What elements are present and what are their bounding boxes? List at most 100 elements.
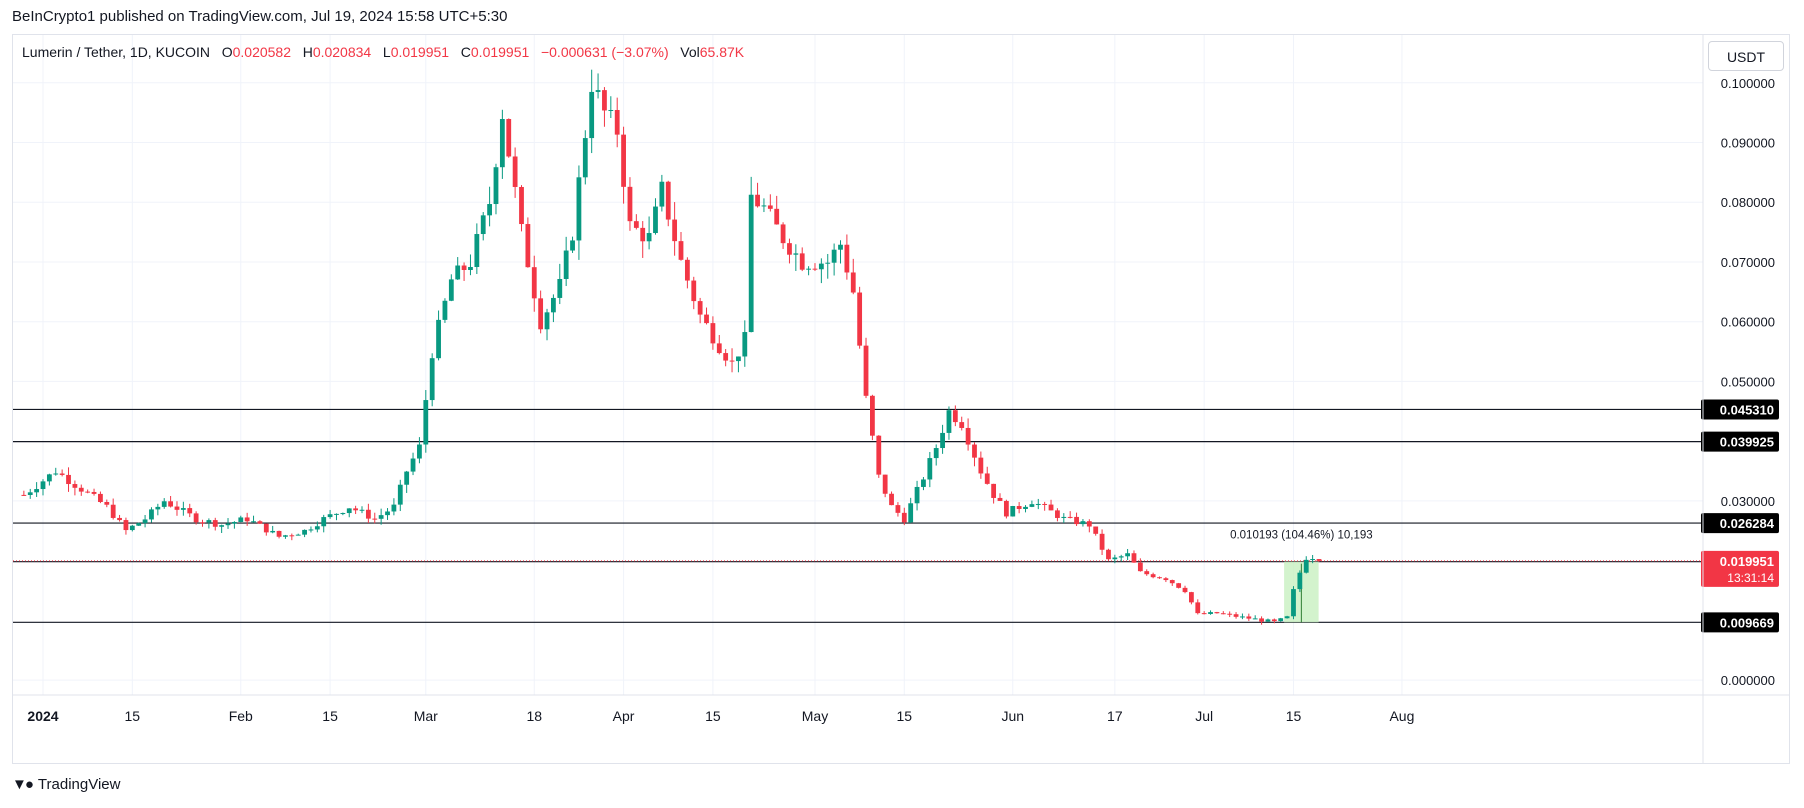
candle-down [1144, 571, 1150, 575]
measure-label: 0.010193 (104.46%) 10,193 [1230, 530, 1373, 542]
candle-up [53, 473, 59, 475]
candle-down [1246, 616, 1252, 619]
price-level-label: 0.009669 [1720, 615, 1774, 630]
legend-high-label: H [302, 44, 313, 60]
candle-up [448, 279, 454, 301]
candle-up [570, 240, 575, 251]
candle-up [1010, 506, 1016, 517]
y-tick-label: 0.090000 [1721, 136, 1775, 151]
candle-down [78, 487, 84, 492]
candle-up [1278, 618, 1284, 622]
candle-up [1240, 616, 1245, 618]
candle-up [1035, 503, 1041, 505]
candle-down [200, 522, 205, 524]
footer-logo[interactable]: ▼● TradingView [12, 776, 120, 793]
candle-up [927, 458, 933, 480]
candle-down [531, 267, 537, 299]
candle-up [225, 523, 231, 526]
countdown-label: 13:31:14 [1727, 571, 1774, 585]
candle-up [480, 215, 486, 235]
candle-up [468, 266, 473, 270]
tradingview-logo-icon: ▼● [12, 776, 34, 793]
candle-down [519, 186, 524, 225]
candle-up [283, 535, 288, 537]
legend-symbol: Lumerin / Tether, 1D, KUCOIN [22, 44, 211, 60]
candle-up [1029, 504, 1035, 507]
x-tick-label: Mar [414, 708, 438, 724]
candle-down [697, 301, 703, 315]
candle-up [27, 492, 33, 495]
legend-volume-label: Vol [680, 44, 700, 60]
candle-down [1195, 602, 1201, 614]
currency-button[interactable]: USDT [1708, 41, 1784, 71]
candle-up [1252, 618, 1258, 620]
candle-up [946, 410, 952, 433]
candle-down [1163, 578, 1169, 581]
x-tick-label: Jun [1001, 708, 1024, 724]
x-tick-label: Aug [1389, 708, 1414, 724]
candle-up [129, 525, 135, 531]
candle-down [353, 508, 359, 511]
candle-up [232, 522, 237, 524]
candle-down [665, 181, 671, 220]
candle-down [1201, 613, 1207, 615]
candle-up [493, 167, 499, 205]
candle-down [755, 194, 760, 207]
candle-down [984, 473, 990, 484]
candle-up [608, 110, 614, 112]
candle-down [627, 186, 633, 222]
candle-up [1208, 612, 1213, 614]
candle-down [212, 520, 218, 527]
candle-up [423, 400, 429, 445]
legend-open-label: O [221, 44, 233, 60]
candle-down [1042, 503, 1048, 505]
candle-down [1074, 516, 1079, 525]
candle-down [1106, 549, 1111, 560]
y-tick-label: 0.060000 [1721, 315, 1775, 330]
candle-up [659, 181, 665, 207]
candle-down [461, 265, 467, 270]
price-level-tag [1701, 431, 1779, 452]
candle-up [582, 138, 588, 178]
price-level-label: 0.039925 [1720, 435, 1774, 450]
x-tick-label: 15 [1286, 708, 1302, 724]
candle-up [270, 530, 276, 533]
candle-down [787, 243, 792, 255]
candle-down [193, 513, 199, 523]
candle-down [621, 134, 626, 187]
candle-up [206, 520, 212, 523]
candle-down [710, 323, 716, 344]
candle-down [104, 501, 110, 505]
x-tick-label: Jul [1195, 708, 1213, 724]
candle-down [538, 298, 544, 330]
candle-up [302, 529, 307, 535]
y-tick-label: 0.030000 [1721, 494, 1775, 509]
candle-down [678, 241, 684, 260]
candle-down [767, 205, 773, 209]
candle-down [1048, 504, 1054, 511]
candle-up [1310, 559, 1316, 561]
candle-down [972, 444, 977, 458]
candle-down [780, 224, 786, 244]
candle-up [544, 312, 550, 330]
candle-down [691, 280, 697, 302]
candle-up [1023, 506, 1028, 509]
candle-up [136, 523, 142, 526]
candle-up [417, 444, 422, 459]
candle-up [180, 508, 186, 510]
axis-layer: 0.100000 0.090000 0.080000 0.070000 0.060000… [13, 35, 1789, 763]
candle-up [404, 471, 410, 485]
candle-up [748, 194, 754, 333]
candle-up [308, 529, 314, 531]
candle-down [1214, 612, 1220, 614]
candle-down [774, 208, 780, 225]
candle-down [1093, 526, 1099, 534]
candle-down [1055, 510, 1060, 518]
candle-up [474, 234, 480, 267]
price-chart[interactable]: 0.0453100.0399250.0262840.0198220.009669… [13, 35, 1789, 763]
candle-up [314, 526, 320, 530]
chart-frame[interactable]: 0.0453100.0399250.0262840.0198220.009669… [12, 34, 1790, 764]
candle-up [34, 489, 40, 493]
y-tick-label: 0.070000 [1721, 255, 1775, 270]
candle-up [940, 432, 945, 449]
